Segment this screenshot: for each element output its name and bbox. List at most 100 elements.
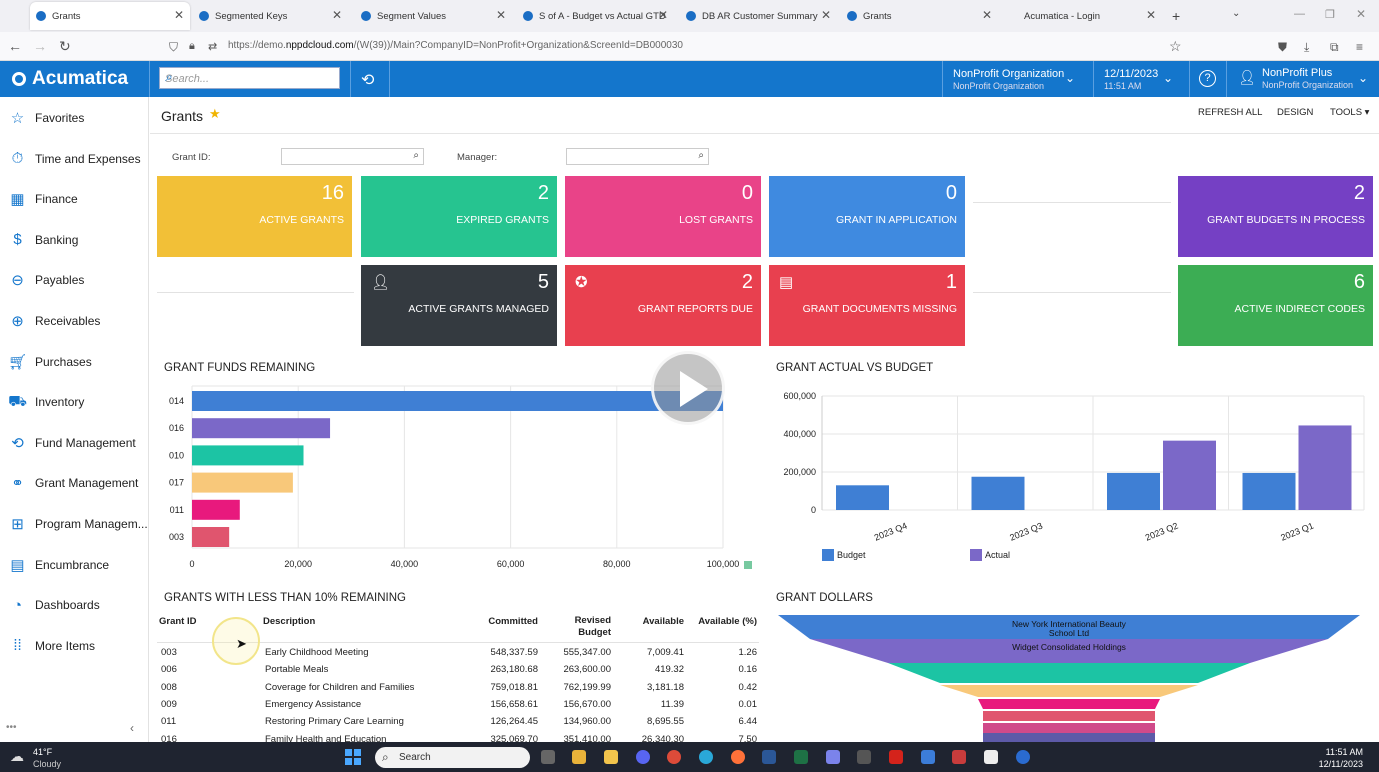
column-header[interactable]: Revised Budget <box>574 615 611 638</box>
security-app-icon[interactable] <box>952 750 966 764</box>
acrobat-icon[interactable] <box>889 750 903 764</box>
bar-actual-2023-Q2[interactable] <box>1163 440 1216 510</box>
favorite-star-icon[interactable]: ★ <box>209 106 221 121</box>
browser-tab[interactable]: DB AR Customer Summary ✕ <box>680 2 837 30</box>
close-tab-icon[interactable]: ✕ <box>331 8 342 22</box>
sidebar-item-purchases[interactable]: 🛒︎ Purchases <box>0 343 149 381</box>
browser-tab[interactable]: Acumatica - Login ✕ <box>1024 8 1156 22</box>
chevron-down-icon[interactable]: ⌄ <box>1163 71 1174 85</box>
sidebar-item-encumbrance[interactable]: ▤ Encumbrance <box>0 546 149 584</box>
sidebar-item-receivables[interactable]: ⊕ Receivables <box>0 302 149 340</box>
minimize-icon[interactable]: — <box>1294 8 1305 20</box>
taskbar-search[interactable]: ⌕ Search <box>375 747 530 768</box>
bar-budget-2023-Q4[interactable] <box>836 485 889 510</box>
bar-actual-2023-Q1[interactable] <box>1298 425 1352 510</box>
grant-id-field[interactable]: ⌕ <box>281 148 424 165</box>
user-menu[interactable]: NonProfit Plus NonProfit Organization <box>1262 67 1354 90</box>
permissions-icon[interactable]: ⇄ <box>208 41 218 53</box>
company-selector[interactable]: NonProfit Organization NonProfit Organiza… <box>953 68 1065 91</box>
funnel-segment[interactable] <box>983 733 1155 742</box>
design-button[interactable]: DESIGN <box>1277 107 1314 118</box>
close-tab-icon[interactable]: ✕ <box>657 8 668 22</box>
search-input[interactable]: Search... ⌕ <box>159 67 340 89</box>
business-date-selector[interactable]: 12/11/2023 11:51 AM <box>1104 68 1159 91</box>
bookmark-star-icon[interactable]: ☆ <box>1169 38 1182 54</box>
close-tab-icon[interactable]: ✕ <box>1145 8 1156 22</box>
tile-expired-grants[interactable]: 2 EXPIRED GRANTS <box>361 176 557 257</box>
help-icon[interactable]: ? <box>1199 70 1216 87</box>
back-icon[interactable]: ← <box>8 38 22 54</box>
folder-icon[interactable] <box>604 750 618 764</box>
new-tab-icon[interactable]: + <box>1172 8 1181 24</box>
extensions-icon[interactable]: ⧉ <box>1330 40 1339 54</box>
manager-field[interactable]: ⌕ <box>566 148 709 165</box>
clock-time[interactable]: 11:51 AM <box>1325 747 1363 757</box>
browser-tab[interactable]: Grants ✕ <box>841 2 998 30</box>
bar-011[interactable] <box>192 499 240 520</box>
calculator-app-icon[interactable] <box>857 750 871 764</box>
weather-temp[interactable]: 41°F <box>33 747 53 757</box>
sidebar-item-time-and-expenses[interactable]: ⏱ Time and Expenses <box>0 140 149 178</box>
windows-start-icon[interactable] <box>345 749 361 765</box>
history-icon[interactable]: ⟲ <box>361 72 375 89</box>
column-header[interactable]: Available <box>642 616 684 627</box>
close-tab-icon[interactable]: ✕ <box>173 8 184 22</box>
sidebar-item-favorites[interactable]: ☆ Favorites <box>0 99 149 137</box>
obs-icon[interactable] <box>1016 750 1030 764</box>
url-field[interactable]: https://demo.nppdcloud.com/(W(39))/Main?… <box>228 40 683 51</box>
funnel-segment[interactable] <box>778 615 1360 639</box>
discord-icon[interactable] <box>636 750 650 764</box>
tile-lost-grants[interactable]: 0 LOST GRANTS <box>565 176 761 257</box>
shield-icon[interactable]: ⛉ <box>169 40 179 54</box>
browser-tab[interactable]: Grants ✕ <box>30 2 190 30</box>
excel-icon[interactable] <box>794 750 808 764</box>
column-header[interactable]: Grant ID <box>159 616 197 627</box>
weather-icon[interactable]: ☁ <box>10 748 24 764</box>
sidebar-item-more-items[interactable]: ⁞⁞ More Items <box>0 627 149 665</box>
column-header[interactable]: Available (%) <box>698 616 757 627</box>
text-app-icon[interactable] <box>984 750 998 764</box>
collapse-sidebar-icon[interactable]: ‹ <box>130 721 134 735</box>
bar-003[interactable] <box>192 527 230 547</box>
sidebar-item-finance[interactable]: ▦ Finance <box>0 180 149 218</box>
teams-icon[interactable] <box>826 750 840 764</box>
firefox-icon[interactable] <box>731 750 745 764</box>
chevron-down-icon[interactable]: ⌄ <box>1065 71 1076 85</box>
funnel-segment[interactable] <box>940 685 1198 697</box>
chart-type-icon[interactable] <box>744 561 752 569</box>
search-icon[interactable]: ⌕ <box>165 70 172 84</box>
more-dots-icon[interactable]: ••• <box>6 722 17 733</box>
column-header[interactable]: Committed <box>488 616 538 627</box>
close-window-icon[interactable]: ✕ <box>1356 7 1367 21</box>
bar-016[interactable] <box>192 418 331 439</box>
browser-tab[interactable]: S of A - Budget vs Actual GTD ✕ <box>517 2 674 30</box>
sidebar-item-dashboards[interactable]: ◔ Dashboards <box>0 586 149 624</box>
sidebar-item-grant-management[interactable]: ⚭ Grant Management <box>0 464 149 502</box>
funnel-segment[interactable] <box>888 663 1250 683</box>
tile-grant-in-application[interactable]: 0 GRANT IN APPLICATION <box>769 176 965 257</box>
reload-icon[interactable]: ↻ <box>59 38 71 54</box>
chevron-down-icon[interactable]: ⌄ <box>1358 71 1369 85</box>
menu-icon[interactable]: ≡ <box>1356 40 1364 54</box>
funnel-segment[interactable] <box>983 723 1155 733</box>
bar-budget-2023-Q3[interactable] <box>971 476 1025 510</box>
tile-active-grants-managed[interactable]: 👤︎ 5 ACTIVE GRANTS MANAGED <box>361 265 557 346</box>
column-header[interactable]: Description <box>263 616 316 627</box>
lookup-icon[interactable]: ⌕ <box>698 150 704 161</box>
sidebar-item-fund-management[interactable]: ⟲ Fund Management <box>0 424 149 462</box>
pocket-icon[interactable]: ⛊ <box>1278 40 1288 54</box>
browser-tab[interactable]: Segment Values ✕ <box>355 2 512 30</box>
weather-desc[interactable]: Cloudy <box>33 759 62 769</box>
clock-date[interactable]: 12/11/2023 <box>1318 759 1363 769</box>
lock-icon[interactable]: 🔒︎ <box>189 40 195 52</box>
refresh-all-button[interactable]: REFRESH ALL <box>1198 107 1263 118</box>
word-icon[interactable] <box>762 750 776 764</box>
close-tab-icon[interactable]: ✕ <box>820 8 831 22</box>
file-explorer-icon[interactable] <box>572 750 586 764</box>
sidebar-item-program-managem[interactable]: ⊞ Program Managem... <box>0 505 149 543</box>
video-play-overlay-icon[interactable] <box>651 351 725 425</box>
edge-icon[interactable] <box>699 750 713 764</box>
bar-014[interactable] <box>192 391 723 411</box>
funnel-segment[interactable] <box>810 639 1328 663</box>
tile-active-indirect-codes[interactable]: 6 ACTIVE INDIRECT CODES <box>1178 265 1373 346</box>
